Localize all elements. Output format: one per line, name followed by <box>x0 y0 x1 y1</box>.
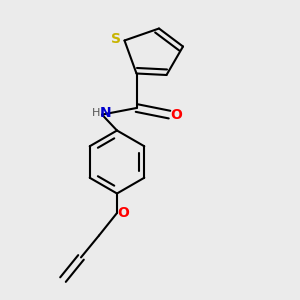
Text: O: O <box>118 206 130 220</box>
Text: O: O <box>170 108 182 122</box>
Text: H: H <box>92 108 100 118</box>
Text: S: S <box>110 32 121 46</box>
Text: N: N <box>100 106 111 120</box>
